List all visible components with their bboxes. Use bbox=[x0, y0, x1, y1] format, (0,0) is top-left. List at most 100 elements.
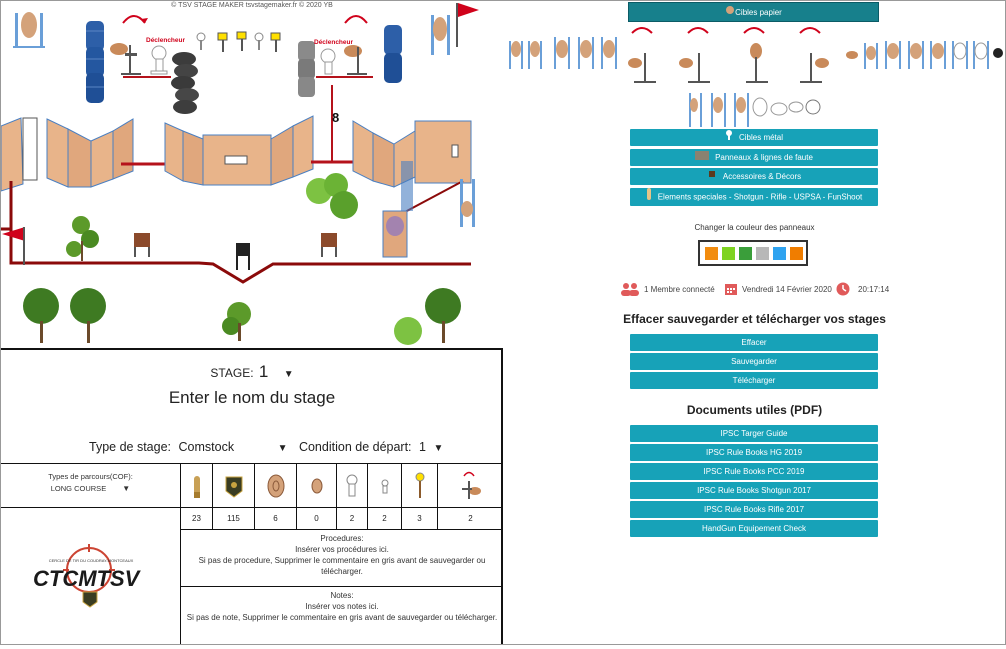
stand-target-icon bbox=[554, 37, 570, 69]
cof-cell: Types de parcours(COF): LONG COURSE ▼ bbox=[1, 464, 181, 508]
stand-target-icon bbox=[431, 15, 450, 55]
cibles-metal-label: Cibles métal bbox=[738, 133, 783, 142]
paper-target-board-icon bbox=[321, 233, 337, 257]
popper-icon bbox=[320, 48, 336, 75]
chevron-down-icon[interactable]: ▼ bbox=[277, 443, 288, 454]
date-text: Vendredi 14 Février 2020 bbox=[742, 284, 832, 294]
swinger-icon bbox=[217, 32, 228, 52]
barrel-stack-icon bbox=[384, 25, 402, 83]
trigger-label-1: Déclencheur bbox=[146, 37, 185, 44]
time-status: 20:17:14 bbox=[836, 282, 889, 296]
stage-type-select[interactable]: Comstock bbox=[178, 440, 235, 454]
accessoires-button[interactable]: Accessoires & Décors bbox=[630, 168, 878, 185]
procedures-box[interactable]: Procedures: Insérer vos procédures ici. … bbox=[181, 530, 503, 587]
cibles-papier-label: Cibles papier bbox=[735, 8, 782, 17]
start-condition-label: Condition de départ: bbox=[298, 440, 412, 454]
procedures-line1: Insérer vos procédures ici. bbox=[295, 545, 389, 554]
shrub-icon bbox=[394, 317, 422, 345]
cof-value: LONG COURSE bbox=[50, 484, 107, 493]
bullet-icon bbox=[646, 188, 652, 207]
wall-panels-left bbox=[1, 117, 134, 192]
chair-icon bbox=[236, 243, 250, 270]
paper-target-board-icon bbox=[134, 233, 150, 257]
count-mini-targets: 0 bbox=[297, 508, 337, 530]
panneaux-button[interactable]: Panneaux & lignes de faute bbox=[630, 149, 878, 166]
barrel-stack-icon bbox=[298, 41, 315, 97]
doc-link-hg-2019[interactable]: IPSC Rule Books HG 2019 bbox=[630, 444, 878, 461]
mini-target-icon bbox=[297, 464, 337, 508]
notes-box[interactable]: Notes: Insérer vos notes ici. Si pas de … bbox=[181, 587, 503, 644]
color-swatch-dark-orange[interactable] bbox=[790, 247, 803, 260]
tree-icon bbox=[70, 288, 106, 343]
popper-icon bbox=[150, 45, 168, 75]
doc-link-pcc-2019[interactable]: IPSC Rule Books PCC 2019 bbox=[630, 463, 878, 480]
users-icon bbox=[621, 283, 639, 296]
swinger-icon bbox=[236, 31, 247, 51]
cof-select[interactable]: LONG COURSE ▼ bbox=[1, 484, 180, 493]
doc-link-shotgun-2017[interactable]: IPSC Rule Books Shotgun 2017 bbox=[630, 482, 878, 499]
speciales-button[interactable]: Elements speciales - Shotgun - Rifle - U… bbox=[630, 188, 878, 206]
cibles-metal-button[interactable]: Cibles métal bbox=[630, 129, 878, 146]
decor-icon bbox=[707, 168, 717, 185]
stand-target-icon bbox=[528, 41, 542, 69]
popper-icon bbox=[337, 464, 368, 508]
count-ipsc: 115 bbox=[213, 508, 255, 530]
members-text: 1 Membre connecté bbox=[644, 284, 715, 294]
count-poppers: 2 bbox=[337, 508, 368, 530]
stage-sheet: © TSV STAGE MAKER tsvstagemaker.fr © 202… bbox=[1, 1, 503, 644]
tools-panel: Cibles papier bbox=[504, 1, 1005, 644]
count-paper-targets: 6 bbox=[255, 508, 297, 530]
mini-popper-icon bbox=[196, 32, 206, 50]
tree-icon bbox=[425, 288, 461, 343]
color-swatch-lime[interactable] bbox=[722, 247, 735, 260]
doc-link-rifle-2017[interactable]: IPSC Rule Books Rifle 2017 bbox=[630, 501, 878, 518]
chevron-down-icon[interactable]: ▼ bbox=[433, 443, 444, 454]
activator-icon bbox=[438, 464, 503, 508]
docs-section-title: Documents utiles (PDF) bbox=[686, 403, 823, 417]
color-swatch-blue[interactable] bbox=[773, 247, 786, 260]
stand-target-icon bbox=[509, 41, 523, 69]
count-mini-poppers: 2 bbox=[368, 508, 402, 530]
doc-link-targer-guide[interactable]: IPSC Targer Guide bbox=[630, 425, 878, 442]
cof-label: Types de parcours(COF): bbox=[48, 472, 133, 481]
wall-panel-icon bbox=[695, 149, 710, 166]
stage-drawing-canvas[interactable]: © TSV STAGE MAKER tsvstagemaker.fr © 202… bbox=[1, 1, 503, 350]
club-logo-icon: CERCLE DE TIR DU COUDRAY-MONTCEAUX CTCMT… bbox=[33, 544, 142, 608]
color-swatch-green[interactable] bbox=[739, 247, 752, 260]
stage-number-select[interactable]: 1 bbox=[258, 362, 269, 381]
notes-title: Notes: bbox=[330, 591, 354, 600]
chevron-down-icon[interactable]: ▼ bbox=[283, 369, 294, 380]
panneaux-label: Panneaux & lignes de faute bbox=[715, 153, 813, 162]
stage-label: STAGE: bbox=[210, 366, 254, 380]
start-flag-icon bbox=[456, 3, 479, 47]
tire-stack-icon bbox=[171, 52, 199, 114]
mini-popper-icon bbox=[254, 32, 264, 50]
wall-panels-center bbox=[164, 115, 314, 186]
stage-type-label: Type de stage: bbox=[89, 440, 172, 454]
stage-layout-drawing: Déclencheur bbox=[1, 3, 479, 345]
stand-target-icon bbox=[13, 12, 45, 48]
telecharger-button[interactable]: Télécharger bbox=[630, 372, 878, 389]
shrub-icon bbox=[306, 173, 358, 219]
stage-name-input[interactable]: Enter le nom du stage bbox=[168, 388, 336, 407]
color-swatch-grey[interactable] bbox=[756, 247, 769, 260]
start-condition-select[interactable]: 1 bbox=[419, 440, 426, 454]
bullet-icon bbox=[181, 464, 213, 508]
swinger-icon bbox=[270, 32, 281, 52]
target-count-row: 23 115 6 0 2 2 3 2 bbox=[181, 508, 503, 530]
effacer-button[interactable]: Effacer bbox=[630, 334, 878, 351]
chevron-down-icon[interactable]: ▼ bbox=[122, 484, 131, 493]
paper-targets-palette bbox=[509, 27, 1003, 127]
color-swatch-orange[interactable] bbox=[705, 247, 718, 260]
cibles-papier-button[interactable]: Cibles papier bbox=[628, 2, 879, 22]
mini-popper-icon bbox=[368, 464, 402, 508]
accessoires-label: Accessoires & Décors bbox=[722, 172, 802, 181]
speciales-label: Elements speciales - Shotgun - Rifle - U… bbox=[657, 192, 863, 202]
swinger-icon bbox=[402, 464, 438, 508]
activator-icon bbox=[344, 45, 367, 75]
sauvegarder-button[interactable]: Sauvegarder bbox=[630, 353, 878, 370]
moving-target-icon bbox=[382, 161, 413, 258]
doc-link-handgun-check[interactable]: HandGun Equipement Check bbox=[630, 520, 878, 537]
stand-target-icon bbox=[601, 37, 617, 69]
popper-icon bbox=[725, 129, 733, 146]
